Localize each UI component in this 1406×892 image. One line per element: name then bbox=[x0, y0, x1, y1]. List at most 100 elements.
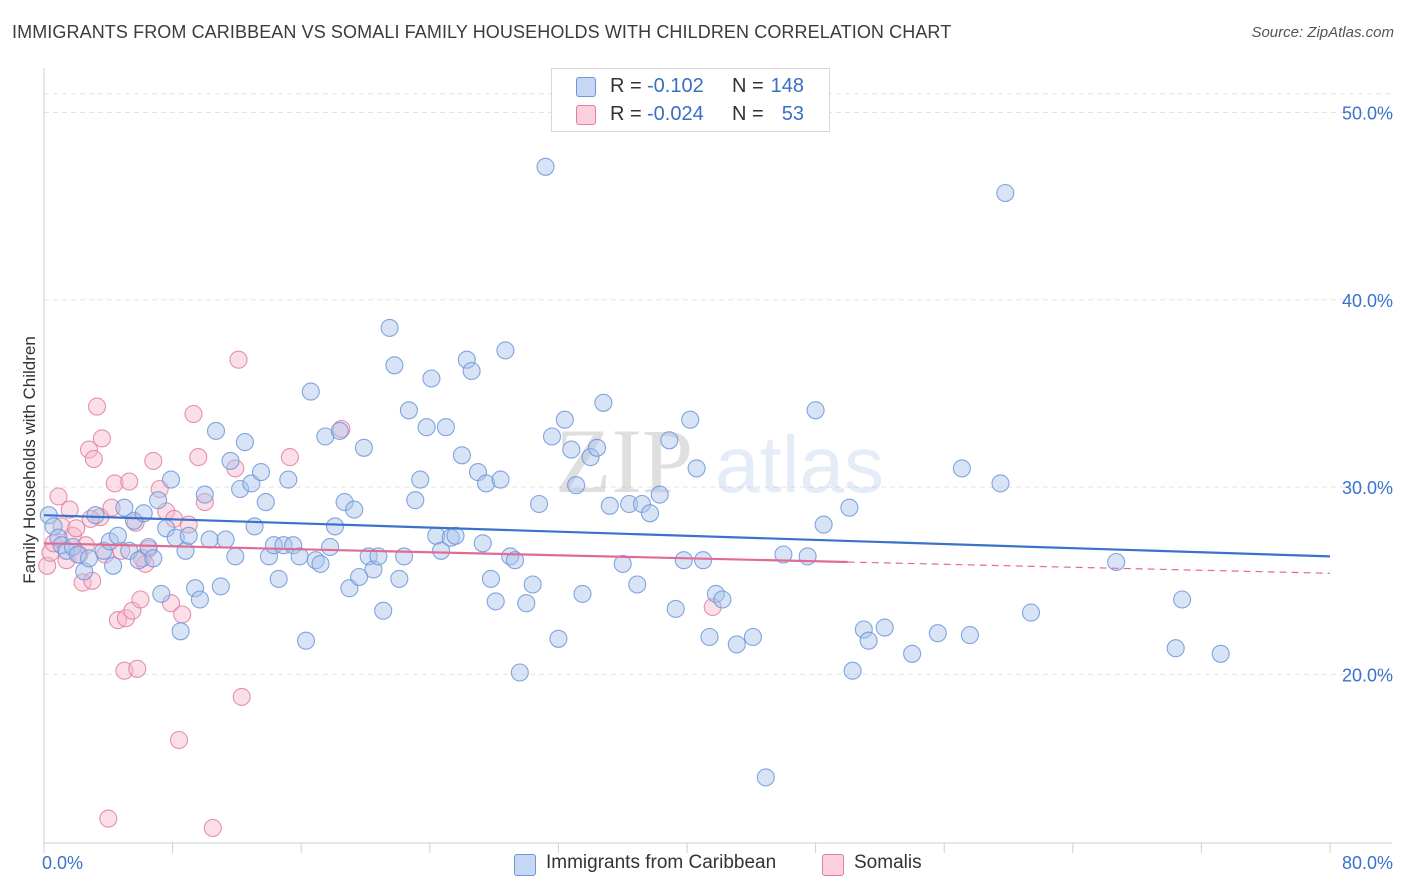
caribbean-point bbox=[129, 551, 148, 570]
caribbean-point bbox=[345, 500, 364, 519]
caribbean-point bbox=[390, 569, 409, 588]
somalis-point bbox=[169, 730, 189, 750]
caribbean-point bbox=[86, 506, 105, 525]
caribbean-point bbox=[171, 622, 190, 641]
somalis-point bbox=[195, 493, 214, 512]
caribbean-point bbox=[68, 545, 87, 564]
caribbean-point bbox=[251, 463, 271, 482]
legend-swatch-somalis bbox=[576, 105, 596, 125]
caribbean-point bbox=[650, 485, 669, 504]
caribbean-point bbox=[613, 554, 632, 573]
caribbean-point bbox=[411, 470, 430, 489]
y-tick-label: 20.0% bbox=[1342, 665, 1393, 685]
caribbean-point bbox=[798, 547, 817, 566]
caribbean-point bbox=[523, 575, 542, 594]
legend-r-value: -0.024 bbox=[647, 103, 704, 125]
caribbean-point bbox=[296, 631, 316, 650]
caribbean-point bbox=[473, 534, 492, 553]
somalis-point bbox=[232, 687, 251, 706]
caribbean-point bbox=[195, 485, 214, 504]
somalis-point bbox=[189, 448, 208, 467]
caribbean-point bbox=[108, 526, 127, 545]
caribbean-point bbox=[452, 446, 471, 465]
caribbean-point bbox=[859, 631, 878, 650]
trend-lines bbox=[43, 514, 1331, 574]
somalis-point bbox=[280, 448, 299, 467]
bottom-legend-swatch-somalis bbox=[822, 854, 844, 876]
caribbean-point bbox=[462, 361, 481, 381]
caribbean-point bbox=[115, 498, 134, 517]
caribbean-point bbox=[854, 620, 873, 639]
caribbean-point bbox=[190, 590, 209, 609]
caribbean-point bbox=[380, 318, 399, 337]
caribbean-point bbox=[517, 594, 536, 613]
caribbean-point bbox=[79, 549, 99, 568]
caribbean-point bbox=[562, 440, 581, 459]
caribbean-point bbox=[1166, 639, 1185, 658]
y-tick-label: 30.0% bbox=[1342, 478, 1393, 498]
chart-title: IMMIGRANTS FROM CARIBBEAN VS SOMALI FAMI… bbox=[12, 22, 952, 42]
caribbean-point bbox=[350, 567, 369, 587]
caribbean-point bbox=[530, 494, 549, 514]
somalis-point bbox=[87, 397, 107, 416]
caribbean-point bbox=[245, 517, 264, 536]
watermark-atlas: atlas bbox=[715, 420, 884, 509]
caribbean-point bbox=[875, 618, 894, 637]
caribbean-point bbox=[694, 551, 713, 570]
caribbean-point bbox=[573, 584, 592, 603]
caribbean-point bbox=[374, 601, 393, 620]
legend-row-caribbean: R = -0.102 N = 148 bbox=[552, 72, 829, 100]
legend-r-label: R = bbox=[610, 75, 642, 97]
caribbean-point bbox=[594, 393, 613, 412]
caribbean-point bbox=[161, 470, 181, 489]
caribbean-point bbox=[226, 547, 245, 566]
caribbean-point bbox=[279, 470, 298, 489]
caribbean-point bbox=[186, 579, 205, 598]
somalis-point bbox=[92, 429, 111, 448]
caribbean-point bbox=[231, 479, 250, 499]
caribbean-point bbox=[628, 575, 647, 594]
caribbean-point bbox=[952, 459, 971, 478]
caribbean-point bbox=[581, 448, 600, 467]
trend-line-caribbean bbox=[43, 514, 1331, 558]
legend-r-value: -0.102 bbox=[647, 75, 704, 97]
legend-swatch-caribbean bbox=[576, 77, 596, 97]
caribbean-point bbox=[354, 438, 373, 457]
caribbean-point bbox=[743, 627, 762, 647]
legend-n-label: N = bbox=[732, 103, 764, 125]
caribbean-point bbox=[600, 496, 619, 515]
source-label: Source: ZipAtlas.com bbox=[1251, 24, 1394, 41]
y-axis-label: Family Households with Children bbox=[20, 336, 39, 584]
caribbean-point bbox=[399, 401, 418, 420]
caribbean-point bbox=[549, 629, 568, 648]
caribbean-point bbox=[179, 526, 198, 545]
caribbean-point bbox=[928, 624, 947, 643]
somalis-point bbox=[67, 519, 86, 538]
trend-line-somalis-extension bbox=[847, 561, 1331, 574]
caribbean-point bbox=[481, 569, 500, 588]
somalis-point bbox=[116, 609, 136, 628]
caribbean-point bbox=[477, 474, 496, 493]
caribbean-point bbox=[120, 541, 139, 560]
x-tick-label-min: 0.0% bbox=[42, 853, 83, 873]
somalis-point bbox=[144, 451, 163, 470]
caribbean-point bbox=[903, 644, 922, 663]
caribbean-point bbox=[406, 491, 425, 510]
x-tick-label-max: 80.0% bbox=[1342, 853, 1393, 873]
caribbean-point bbox=[321, 537, 340, 557]
caribbean-point bbox=[457, 350, 476, 369]
caribbean-point bbox=[486, 592, 505, 611]
caribbean-point bbox=[152, 584, 171, 603]
caribbean-point bbox=[417, 418, 436, 437]
caribbean-point bbox=[587, 438, 607, 457]
caribbean-point bbox=[687, 459, 706, 478]
caribbean-point bbox=[960, 626, 979, 645]
axes bbox=[43, 68, 1392, 853]
caribbean-point bbox=[681, 410, 700, 429]
caribbean-point bbox=[235, 433, 254, 452]
stats-legend: R = -0.102 N = 148 R = -0.024 N = 53 bbox=[551, 68, 830, 132]
somalis-point bbox=[203, 818, 222, 838]
caribbean-point bbox=[491, 470, 510, 489]
caribbean-point bbox=[330, 421, 349, 440]
caribbean-point bbox=[325, 517, 345, 536]
